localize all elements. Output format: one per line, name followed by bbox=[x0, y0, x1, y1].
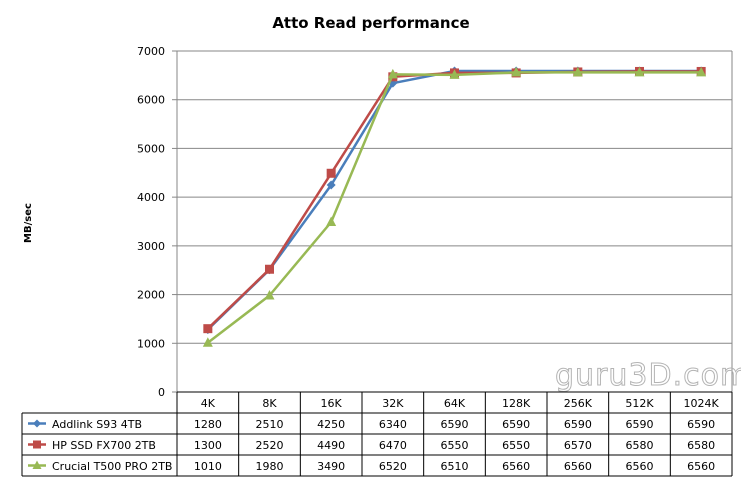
x-tick-label: 1024K bbox=[684, 397, 720, 410]
table-cell-value: 4250 bbox=[317, 418, 345, 431]
legend-key-marker bbox=[33, 419, 41, 428]
legend-key-marker bbox=[33, 440, 41, 449]
table-cell-value: 6550 bbox=[502, 439, 530, 452]
y-axis-ticks: 0 1000 2000 3000 4000 5000 6000 7000 bbox=[137, 45, 165, 399]
x-tick-label: 32K bbox=[382, 397, 404, 410]
data-point bbox=[634, 66, 645, 77]
table-cell-value: 6590 bbox=[564, 418, 592, 431]
x-tick-label: 16K bbox=[321, 397, 343, 410]
y-tick-label: 5000 bbox=[137, 142, 165, 155]
data-point bbox=[264, 290, 275, 300]
table-cell-value: 6560 bbox=[502, 460, 530, 473]
x-tick-label: 8K bbox=[262, 397, 277, 410]
table-cell-value: 6590 bbox=[626, 418, 654, 431]
watermark: guru3D.com bbox=[555, 358, 741, 393]
x-tick-label: 4K bbox=[201, 397, 216, 410]
table-cell-value: 6520 bbox=[379, 460, 407, 473]
table-cell-value: 6580 bbox=[626, 439, 654, 452]
legend-label: Crucial T500 PRO 2TB bbox=[52, 460, 172, 473]
grid bbox=[172, 50, 733, 393]
data-point bbox=[696, 66, 707, 77]
data-point bbox=[265, 264, 274, 274]
table-cell-value: 1010 bbox=[194, 460, 222, 473]
table-cell-value: 1980 bbox=[256, 460, 284, 473]
y-tick-label: 7000 bbox=[137, 45, 165, 58]
x-tick-label: 128K bbox=[502, 397, 531, 410]
table-cell-value: 6550 bbox=[441, 439, 469, 452]
data-point bbox=[326, 180, 336, 190]
data-table: 4K 8K 16K 32K 64K 128K 256K 512K 1024K Addlink S9… bbox=[21, 391, 733, 477]
table-cell-value: 6560 bbox=[687, 460, 715, 473]
table-cell-value: 6560 bbox=[626, 460, 654, 473]
table-cell-value: 6570 bbox=[564, 439, 592, 452]
data-point bbox=[326, 168, 336, 178]
y-tick-label: 0 bbox=[158, 386, 165, 399]
table-cell-value: 6560 bbox=[564, 460, 592, 473]
y-tick-label: 6000 bbox=[137, 94, 165, 107]
table-cell-value: 6590 bbox=[687, 418, 715, 431]
data-point bbox=[449, 69, 460, 79]
table-cell-value: 2520 bbox=[256, 439, 284, 452]
chart-title: Atto Read performance bbox=[272, 14, 469, 32]
data-point bbox=[326, 216, 337, 226]
legend-label: Addlink S93 4TB bbox=[52, 418, 142, 431]
table-cell-value: 6510 bbox=[441, 460, 469, 473]
x-tick-label: 64K bbox=[444, 397, 466, 410]
y-axis-label: MB/sec bbox=[23, 203, 34, 243]
table-cell-value: 6470 bbox=[379, 439, 407, 452]
data-point bbox=[202, 337, 213, 347]
x-tick-label: 512K bbox=[625, 397, 654, 410]
data-point bbox=[203, 324, 213, 334]
table-cell-value: 1280 bbox=[194, 418, 222, 431]
table-cell-value: 3490 bbox=[317, 460, 345, 473]
data-point bbox=[572, 66, 583, 77]
data-point bbox=[387, 68, 398, 79]
table-cell-value: 6590 bbox=[502, 418, 530, 431]
y-tick-label: 4000 bbox=[137, 191, 165, 204]
data-point bbox=[511, 66, 522, 77]
legend-label: HP SSD FX700 2TB bbox=[52, 439, 156, 452]
x-tick-label: 256K bbox=[564, 397, 593, 410]
table-cell-value: 4490 bbox=[317, 439, 345, 452]
table-cell-value: 1300 bbox=[194, 439, 222, 452]
series-layer bbox=[202, 66, 707, 347]
legend-key-marker bbox=[32, 460, 42, 469]
table-cell-value: 6340 bbox=[379, 418, 407, 431]
series-group bbox=[202, 66, 707, 347]
y-tick-label: 1000 bbox=[137, 337, 165, 350]
y-tick-label: 2000 bbox=[137, 289, 165, 302]
y-tick-label: 3000 bbox=[137, 240, 165, 253]
table-cell-value: 6580 bbox=[687, 439, 715, 452]
table-cell-value: 2510 bbox=[256, 418, 284, 431]
table-cell-value: 6590 bbox=[441, 418, 469, 431]
